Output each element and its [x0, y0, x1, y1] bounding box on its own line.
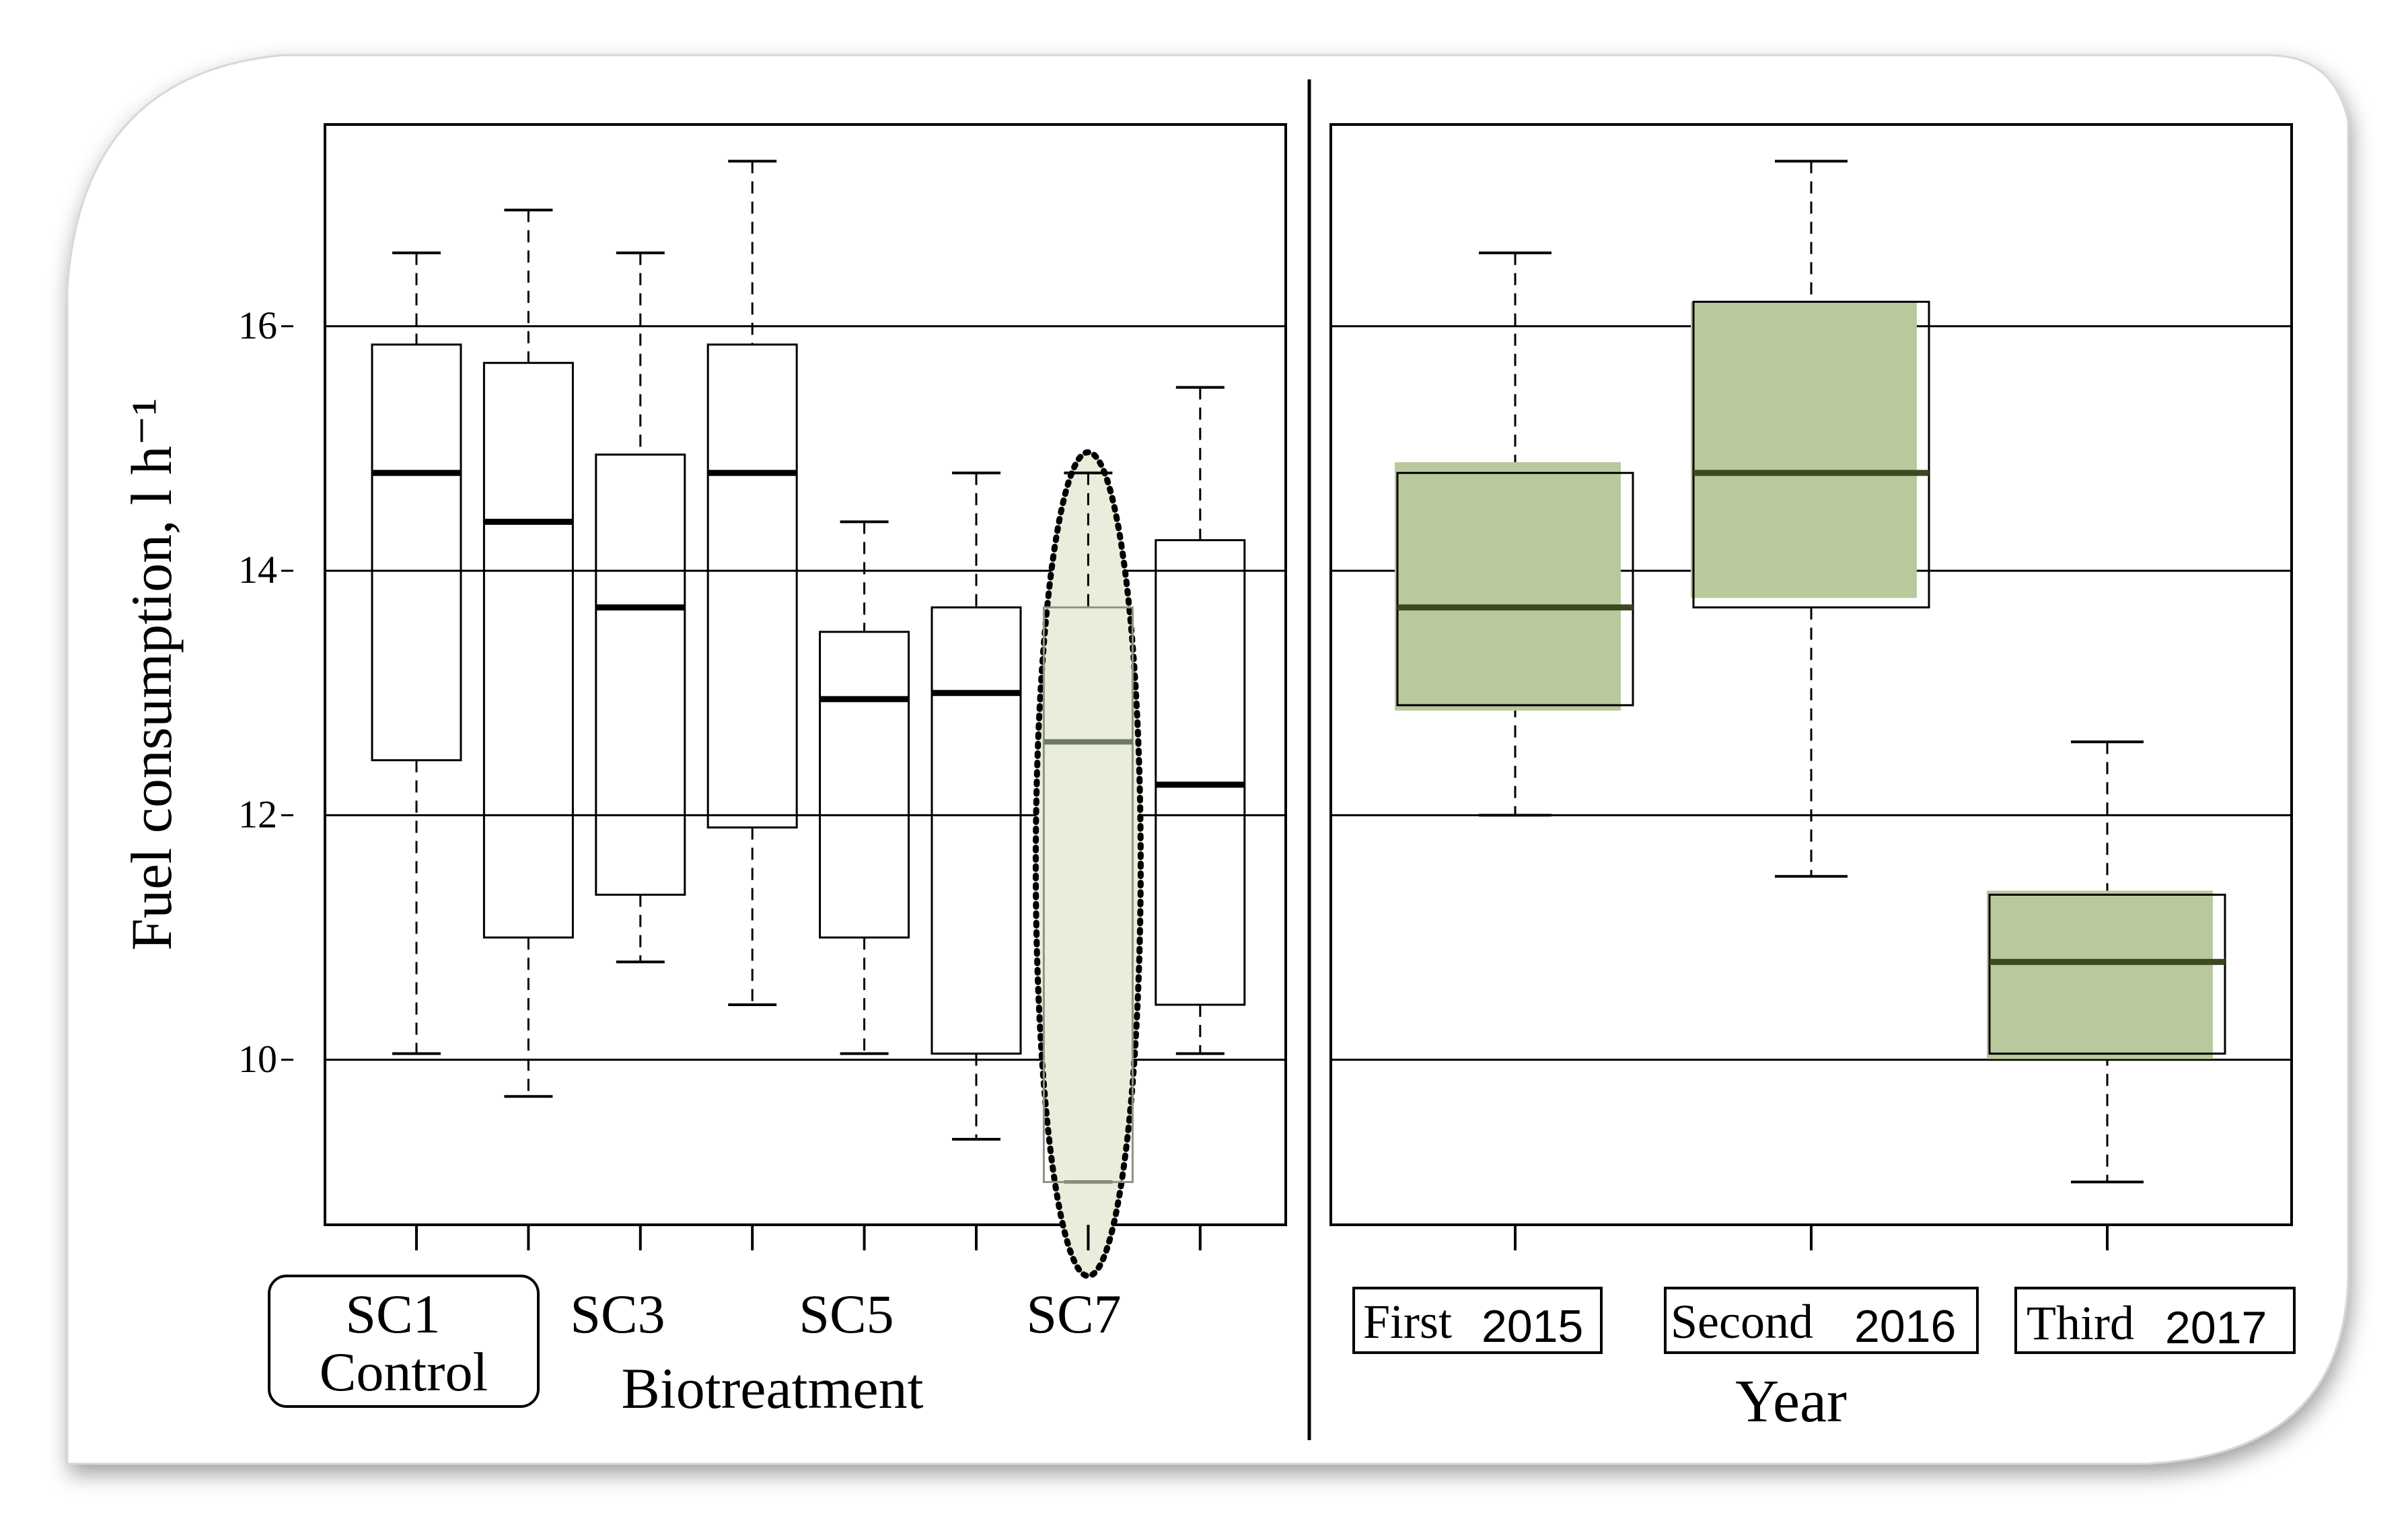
boxplot-sc5: [819, 520, 910, 1055]
x-tick-label-sc5: SC5: [799, 1283, 893, 1345]
box-fill: [1395, 462, 1621, 711]
y-tick-label-14: 14: [238, 548, 277, 592]
x-tick-label-sc1: SC1: [345, 1283, 440, 1345]
boxplot-sc8: [1155, 386, 1246, 1055]
left-boxplots: [371, 159, 1246, 1184]
box: [371, 343, 462, 762]
box: [595, 454, 686, 896]
y-axis-ticks: 10 12 14 16: [238, 304, 293, 1081]
box: [1692, 300, 1930, 609]
boxplot-sc3: [595, 251, 686, 964]
left-x-axis-label: Biotreatment: [622, 1356, 924, 1421]
x-tick-label-sc7: SC7: [1026, 1283, 1121, 1345]
year-label-first: First: [1363, 1295, 1452, 1349]
left-x-ticks: [415, 1225, 1202, 1250]
sc7-highlight-ellipse: [1032, 449, 1144, 1279]
year-label-2016: 2016: [1854, 1301, 1956, 1352]
boxplot-sc6: [931, 471, 1022, 1141]
box-fill: [1691, 301, 1917, 598]
right-x-ticks: [1514, 1225, 2109, 1250]
box: [819, 631, 910, 939]
x-tick-label-sc3: SC3: [570, 1283, 665, 1345]
x-tick-sublabel-control: Control: [320, 1341, 488, 1402]
year-label-second: Second: [1671, 1295, 1813, 1349]
boxplot-first-2015: [1395, 251, 1634, 817]
box: [1988, 894, 2226, 1055]
box: [482, 361, 574, 939]
box: [931, 606, 1022, 1055]
boxplot-sc1: [371, 251, 462, 1055]
left-plot-frame: [324, 123, 1287, 1226]
right-x-axis-label: Year: [1735, 1368, 1847, 1435]
right-boxplots: [1395, 159, 2226, 1184]
year-label-box-2015: [1352, 1287, 1603, 1354]
y-axis-label: Fuel consumption, l h⁻¹: [119, 398, 184, 950]
box: [1396, 472, 1634, 707]
year-label-2017: 2017: [2165, 1302, 2267, 1353]
year-label-third: Third: [2027, 1296, 2134, 1350]
boxplot-sc2: [482, 209, 574, 1098]
highlight-ellipse: [1032, 449, 1144, 1279]
year-label-box-2017: [2014, 1287, 2296, 1354]
y-tick-label-12: 12: [238, 792, 277, 836]
left-panel: 10 12 14 16 SC1 Control SC3 SC5 SC7 Biotrea…: [238, 123, 1287, 1421]
box: [706, 343, 798, 829]
right-panel: First 2015 Second 2016 Third 2017 Year: [1329, 123, 2296, 1435]
boxplot-sc7: [1042, 471, 1134, 1184]
boxplot-third-2017: [1987, 740, 2226, 1184]
box-fill: [1987, 890, 2213, 1059]
boxplot-second-2016: [1691, 159, 1930, 878]
box: [1155, 539, 1246, 1006]
y-tick-label-16: 16: [238, 304, 277, 347]
boxplot-sc4: [706, 159, 798, 1006]
sc1-control-label-box: [268, 1275, 540, 1408]
year-label-box-2016: [1664, 1287, 1979, 1354]
y-tick-label-10: 10: [238, 1037, 277, 1081]
box: [1042, 606, 1134, 1183]
year-label-2015: 2015: [1482, 1301, 1583, 1352]
